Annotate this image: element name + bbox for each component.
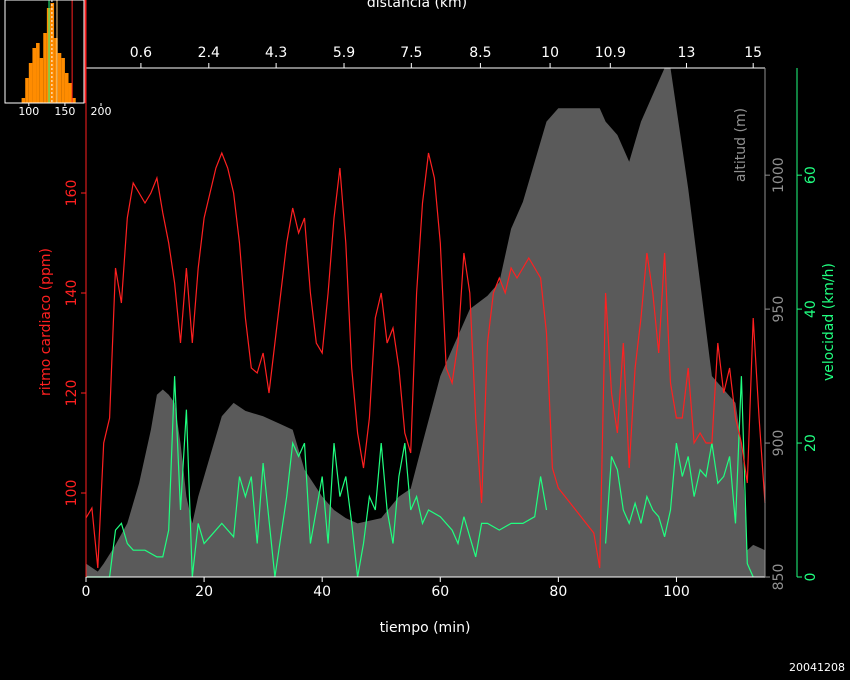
x-tick-label: 0	[82, 584, 91, 600]
x2-tick-label: 8.5	[469, 45, 491, 61]
y2-axis-label: altitud (m)	[733, 108, 749, 182]
x-tick-label: 40	[313, 584, 331, 600]
date-label: 20041208	[789, 661, 845, 674]
y3-axis-label: velocidad (km/h)	[821, 263, 837, 381]
y-axis-label: ritmo cardiaco (ppm)	[38, 248, 54, 396]
hist-bar	[21, 98, 26, 103]
y2-tick-label: 900	[771, 430, 787, 457]
x2-tick-label: 10	[541, 45, 559, 61]
y-tick-label: 140	[64, 280, 80, 307]
hist-bar	[25, 78, 29, 103]
x-tick-label: 80	[549, 584, 567, 600]
series-line	[86, 376, 548, 578]
y2-tick-label: 850	[771, 564, 787, 591]
altitude-area	[86, 68, 765, 577]
hist-bar	[68, 83, 73, 103]
hist-bar	[28, 63, 33, 103]
x2-tick-label: 13	[678, 45, 696, 61]
x2-axis-label: distancia (km)	[367, 0, 467, 11]
x2-tick-label: 4.3	[265, 45, 287, 61]
y3-tick-label: 40	[803, 300, 819, 318]
hist-bar	[36, 43, 40, 103]
y3-tick-label: 20	[803, 434, 819, 452]
hist-bar	[61, 58, 65, 103]
hist-tick-label: 200	[91, 105, 112, 118]
x2-tick-label: 2.4	[198, 45, 220, 61]
hist-tick-label: 100	[18, 105, 39, 118]
x-tick-label: 20	[195, 584, 213, 600]
hist-bar	[54, 38, 58, 103]
x2-tick-label: 5.9	[333, 45, 355, 61]
x-tick-label: 100	[663, 584, 690, 600]
x2-tick-label: 7.5	[400, 45, 422, 61]
hist-tick-label: 150	[54, 105, 75, 118]
hist-bar	[43, 33, 47, 103]
x-axis-label: tiempo (min)	[380, 620, 471, 636]
x2-tick-label: 15	[744, 45, 762, 61]
hist-frame	[4, 0, 85, 104]
hist-bar	[39, 58, 44, 103]
y3-tick-label: 60	[803, 166, 819, 184]
y2-tick-label: 1000	[771, 157, 787, 193]
x2-tick-label: 0.6	[130, 45, 152, 61]
hist-bar	[72, 98, 76, 103]
y-tick-label: 120	[64, 380, 80, 407]
hist-bar	[57, 53, 62, 103]
hist-bar	[64, 73, 69, 103]
y3-tick-label: 0	[803, 573, 819, 582]
y-tick-label: 160	[64, 180, 80, 207]
y-tick-label: 100	[64, 480, 80, 507]
x-tick-label: 60	[431, 584, 449, 600]
series-line	[85, 151, 766, 569]
y2-tick-label: 950	[771, 296, 787, 323]
x2-tick-label: 10.9	[595, 45, 626, 61]
series-line	[605, 376, 754, 578]
hist-bar	[32, 48, 37, 103]
